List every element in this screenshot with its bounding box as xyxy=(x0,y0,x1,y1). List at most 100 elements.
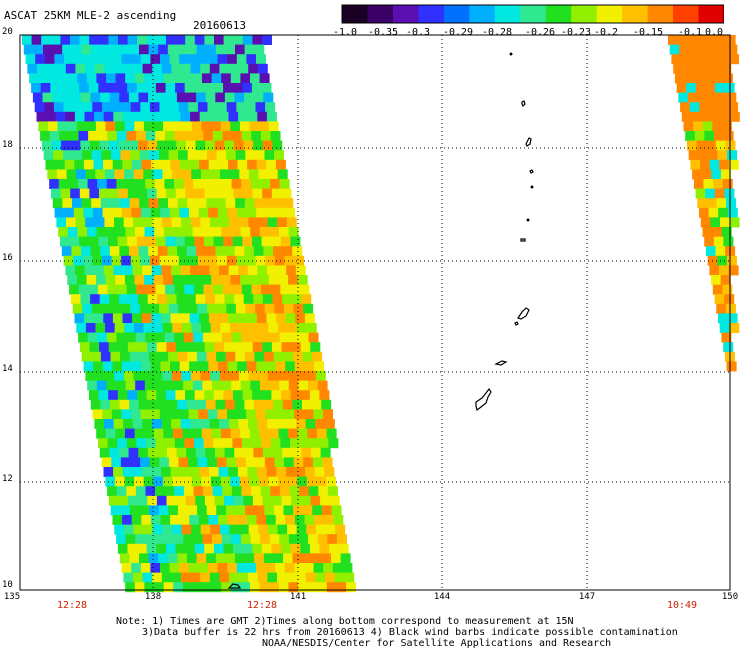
data-cell xyxy=(727,207,738,218)
data-cell xyxy=(253,92,264,103)
data-cell xyxy=(83,207,94,218)
colorbar-swatch xyxy=(622,5,649,23)
data-cell xyxy=(270,438,281,449)
data-cell xyxy=(706,198,717,209)
data-cell xyxy=(171,217,182,228)
data-cell xyxy=(222,332,233,343)
data-cell xyxy=(227,207,238,218)
data-cell xyxy=(245,102,256,113)
data-cell xyxy=(202,73,212,84)
data-cell xyxy=(127,188,138,199)
data-cell xyxy=(172,323,183,333)
data-cell xyxy=(213,438,224,449)
data-cell xyxy=(106,179,117,189)
data-cell xyxy=(114,371,125,381)
data-cell xyxy=(184,284,195,295)
data-cell xyxy=(724,188,735,199)
data-cell xyxy=(75,217,86,228)
data-cell xyxy=(275,515,286,525)
data-cell xyxy=(274,255,285,266)
data-cell xyxy=(204,236,214,247)
data-cell xyxy=(230,73,241,84)
colorbar-swatch xyxy=(571,5,598,23)
data-cell xyxy=(198,255,208,266)
data-cell xyxy=(245,150,256,161)
data-cell xyxy=(105,428,116,439)
data-cell xyxy=(130,303,141,314)
data-cell xyxy=(126,179,136,189)
data-cell xyxy=(238,217,249,228)
data-cell xyxy=(147,495,158,506)
data-cell xyxy=(705,246,716,257)
data-cell xyxy=(226,150,237,161)
data-cell xyxy=(259,227,270,237)
data-cell xyxy=(167,447,177,458)
lon-label-147: 147 xyxy=(578,592,596,602)
data-cell xyxy=(164,486,175,497)
data-cell xyxy=(173,534,184,545)
data-cell xyxy=(221,380,232,391)
data-cell xyxy=(91,198,102,209)
data-cell xyxy=(105,275,116,285)
data-cell xyxy=(230,582,241,593)
data-cell xyxy=(119,92,130,103)
data-cell xyxy=(60,35,71,45)
data-cell xyxy=(285,467,296,477)
data-cell xyxy=(70,140,81,151)
data-cell xyxy=(177,505,188,516)
data-cell xyxy=(223,188,234,199)
data-cell xyxy=(229,323,240,333)
data-cell xyxy=(79,188,90,199)
data-cell xyxy=(238,572,249,583)
data-cell xyxy=(257,419,268,429)
data-cell xyxy=(219,524,230,535)
data-cell xyxy=(262,342,273,353)
data-cell xyxy=(108,342,119,353)
data-cell xyxy=(171,419,182,429)
data-cell xyxy=(98,390,109,401)
data-cell xyxy=(251,486,262,497)
data-cell xyxy=(310,342,321,353)
data-cell xyxy=(121,255,132,266)
data-cell xyxy=(159,409,170,420)
data-cell xyxy=(73,207,84,218)
note-line-2: 3)Data buffer is 22 hrs from 20160613 4)… xyxy=(142,627,678,638)
data-cell xyxy=(166,140,177,151)
data-cell xyxy=(252,390,263,401)
data-cell xyxy=(246,255,256,266)
data-cell xyxy=(676,83,687,93)
data-cell xyxy=(256,54,266,65)
data-cell xyxy=(685,131,696,141)
colorbar-swatch xyxy=(647,5,674,23)
data-cell xyxy=(165,83,176,93)
data-cell xyxy=(158,553,169,564)
data-cell xyxy=(227,409,237,420)
data-cell xyxy=(116,534,127,545)
data-cell xyxy=(252,188,263,199)
data-cell xyxy=(163,227,174,237)
data-cell xyxy=(673,63,684,74)
data-cell xyxy=(249,275,260,285)
data-cell xyxy=(288,428,299,439)
data-cell xyxy=(88,236,99,247)
lon-label-150: 150 xyxy=(721,592,739,602)
data-cell xyxy=(50,35,61,45)
data-cell xyxy=(200,419,210,429)
data-cell xyxy=(271,188,282,199)
data-cell xyxy=(87,380,98,391)
data-cell xyxy=(133,323,144,333)
data-cell xyxy=(728,159,739,170)
data-cell xyxy=(723,342,734,353)
data-cell xyxy=(674,73,685,84)
data-cell xyxy=(195,495,206,506)
data-cell xyxy=(35,54,46,65)
data-cell xyxy=(245,303,256,314)
data-cell xyxy=(122,159,133,170)
data-cell xyxy=(94,265,105,276)
data-cell xyxy=(135,380,146,391)
data-cell xyxy=(73,255,84,266)
data-cell xyxy=(248,217,259,228)
data-cell xyxy=(248,524,259,535)
data-cell xyxy=(59,83,70,93)
data-cell xyxy=(305,467,316,477)
